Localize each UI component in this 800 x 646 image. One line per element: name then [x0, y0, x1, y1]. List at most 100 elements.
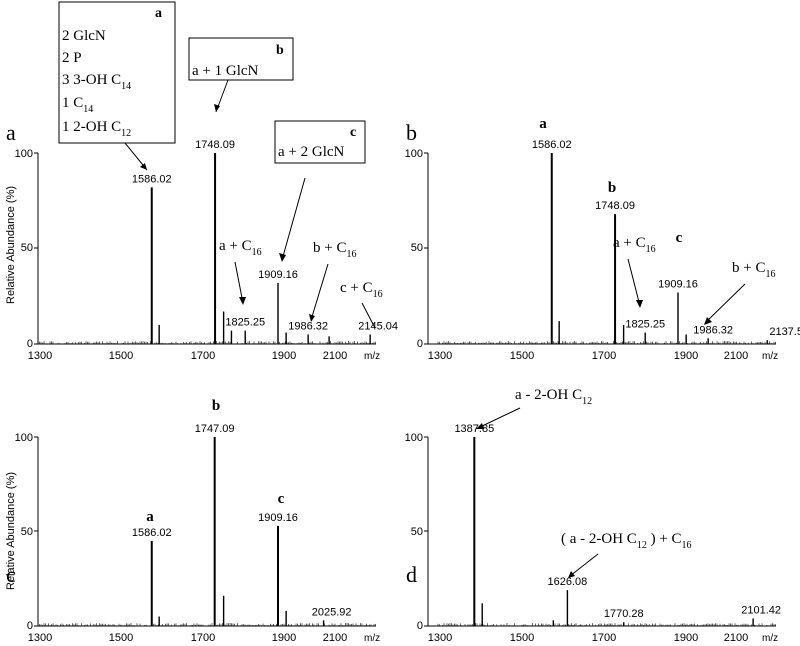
peaks: 1586.02 1748.09 1825.25 1909.16 1986.32 2137.…: [437, 139, 800, 344]
y-tick-label: 100: [405, 432, 423, 444]
peak-label: 1986.32: [693, 324, 733, 336]
box-text: a + 1 GlcN: [192, 63, 259, 79]
peak-label: 1747.09: [195, 423, 235, 435]
peak-label: 1825.25: [225, 317, 265, 329]
annotation: a + C16: [613, 235, 656, 255]
x-tick-label: 1700: [592, 632, 616, 644]
x-tick-label: 1500: [510, 632, 534, 644]
x-tick-label: 1500: [109, 632, 133, 644]
x-tick-label: 1300: [28, 632, 52, 644]
peak-label: 1748.09: [195, 139, 235, 151]
peak-letter: b: [212, 398, 220, 414]
peak-label: 2025.92: [312, 606, 352, 618]
x-tick-label: 1500: [109, 350, 133, 362]
peak-label: 1387.85: [454, 423, 494, 435]
annotation: a + C16: [219, 238, 262, 258]
y-tick-label: 100: [15, 148, 33, 160]
y-tick-label: 100: [15, 432, 33, 444]
peak-label: 2145.04: [358, 320, 398, 332]
annotation: a - 2-OH C12: [515, 387, 592, 407]
peak-label: 1909.16: [258, 512, 298, 524]
panel-letter: d: [406, 562, 417, 587]
peak-label: 1986.32: [288, 320, 328, 332]
y-tick-label: 0: [417, 338, 423, 350]
composition-line: 2 GlcN: [62, 28, 106, 44]
y-tick-label: 50: [411, 526, 423, 538]
panel-letter: a: [6, 120, 16, 145]
peak-label: 1770.28: [604, 608, 644, 620]
panel-letter: b: [406, 120, 417, 145]
y-tick-label: 50: [21, 242, 33, 254]
peak-letter: c: [278, 491, 285, 507]
box-label: b: [276, 43, 284, 58]
x-tick-label: 1500: [510, 350, 534, 362]
axes: 100 50 0 1300 1500 1700 1900 2100 m/z: [405, 148, 778, 362]
peak-letter: a: [146, 509, 154, 525]
baseline-noise: [37, 341, 376, 344]
composition-line: 1 C14: [62, 95, 93, 115]
panel-b: b 100 50 0 1300 1500 1700 1900 2100 m/z …: [405, 116, 800, 362]
x-tick-label: 1300: [428, 350, 452, 362]
peak-label: 1825.25: [625, 319, 665, 331]
axes: 100 50 0 1300 1500 1700 1900 2100 m/z: [15, 148, 380, 362]
peak-label: 1586.02: [532, 139, 572, 151]
peaks: 1586.02 1747.09 1909.16 2025.92: [37, 423, 376, 626]
x-tick-label: 1700: [191, 350, 215, 362]
panel-letter: c: [6, 562, 16, 587]
peak-label: 2101.42: [741, 604, 781, 616]
y-axis-label: Relative Abundance (%): [5, 186, 17, 304]
peaks: 1586.02 1748.09 1825.25 1909.16 1986.32 2145.…: [37, 139, 398, 344]
annotation: b + C16: [732, 260, 775, 280]
x-tick-label: 2100: [724, 350, 748, 362]
composition-line: 1 2-OH C12: [62, 119, 131, 139]
y-tick-label: 50: [411, 242, 423, 254]
peak-label: 2137.53: [769, 326, 800, 338]
x-tick-label: 2100: [323, 632, 347, 644]
y-tick-label: 0: [27, 620, 33, 632]
y-tick-label: 0: [27, 338, 33, 350]
composition-line: 2 P: [62, 50, 82, 66]
axes: 100 50 0 1300 1500 1700 1900 2100 m/z: [15, 432, 380, 644]
annotation: c + C16: [340, 280, 383, 300]
x-tick-label: 1300: [428, 632, 452, 644]
peak-letter: a: [539, 116, 547, 132]
x-axis-label: m/z: [364, 351, 380, 362]
box-label: c: [350, 125, 356, 140]
x-tick-label: 1900: [272, 632, 296, 644]
peak-label: 1748.09: [595, 200, 635, 212]
y-tick-label: 100: [405, 148, 423, 160]
x-tick-label: 2100: [323, 350, 347, 362]
panel-a: a Relative Abundance (%) 100 50 0 1300 1…: [5, 1, 398, 362]
y-tick-label: 0: [417, 620, 423, 632]
box-text: a + 2 GlcN: [278, 144, 345, 160]
y-tick-label: 50: [21, 526, 33, 538]
box-label: a: [155, 6, 162, 21]
peak-letter: c: [676, 230, 683, 246]
x-axis-label: m/z: [762, 351, 778, 362]
composition-line: 3 3-OH C14: [62, 72, 131, 92]
peak-label: 1586.02: [132, 173, 172, 185]
peak-letter: b: [608, 180, 616, 196]
baseline-noise: [437, 623, 776, 626]
annotation: ( a - 2-OH C12 ) + C16: [561, 531, 692, 551]
x-axis-label: m/z: [364, 633, 380, 644]
y-axis-label: Relative Abundance (%): [5, 472, 17, 590]
x-tick-label: 1700: [191, 632, 215, 644]
panel-d: d 100 50 0 1300 1500 1700 1900 2100 m/z …: [405, 387, 781, 644]
peaks: 1387.85 1626.08 1770.28 2101.42: [437, 423, 781, 626]
peak-label: 1909.16: [258, 269, 298, 281]
panel-c: c Relative Abundance (%) 100 50 0 1300 1…: [5, 398, 380, 644]
x-tick-label: 2100: [724, 632, 748, 644]
x-tick-label: 1700: [592, 350, 616, 362]
peak-label: 1626.08: [548, 576, 588, 588]
x-tick-label: 1900: [272, 350, 296, 362]
baseline-noise: [37, 623, 376, 626]
axes: 100 50 0 1300 1500 1700 1900 2100 m/z: [405, 432, 778, 644]
baseline-noise: [437, 341, 776, 344]
peak-label: 1909.16: [658, 278, 698, 290]
peak-label: 1586.02: [132, 527, 172, 539]
annotation: b + C16: [313, 240, 356, 260]
x-axis-label: m/z: [762, 633, 778, 644]
